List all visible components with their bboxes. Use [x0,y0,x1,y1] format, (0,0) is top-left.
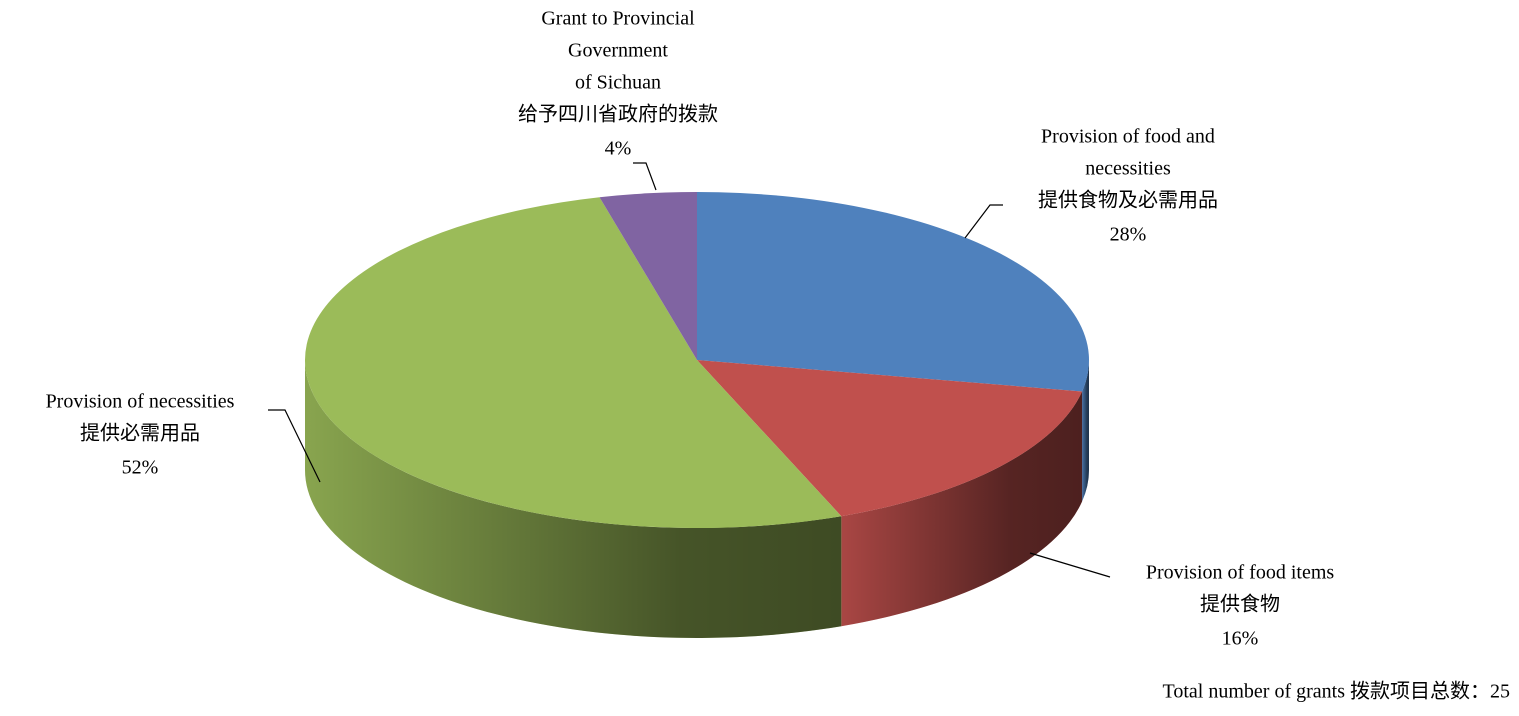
leader-line [1029,552,1111,578]
slice-label: 给予四川省政府的拨款 [518,103,718,126]
note: Total number of grants 拨款项目总数：25 [1163,680,1510,703]
side-shade [841,391,1083,627]
slice [697,192,1090,392]
slice [599,192,697,360]
side-shade [305,360,842,638]
side-shade [1082,360,1089,502]
value-label: 4% [605,138,632,160]
leader-line [268,409,321,483]
value-label: 52% [122,457,159,479]
slice-label: Government [568,40,668,62]
leader-line [964,204,1003,239]
slice [305,197,842,528]
slice-label: Provision of necessities [46,391,235,413]
slice [697,360,1083,517]
slice-label: necessities [1085,158,1171,180]
slice-label: of Sichuan [575,72,661,94]
slice-label: Provision of food items [1146,562,1335,584]
slice-label: 提供食物 [1200,593,1280,616]
value-label: 16% [1222,628,1259,650]
slice-label: Provision of food and [1041,126,1215,148]
value-label: 28% [1110,224,1147,246]
slice-label: Grant to Provincial [541,8,695,30]
slice-label: 提供食物及必需用品 [1038,189,1218,212]
slice-label: 提供必需用品 [80,422,200,445]
leader-line [633,162,657,191]
